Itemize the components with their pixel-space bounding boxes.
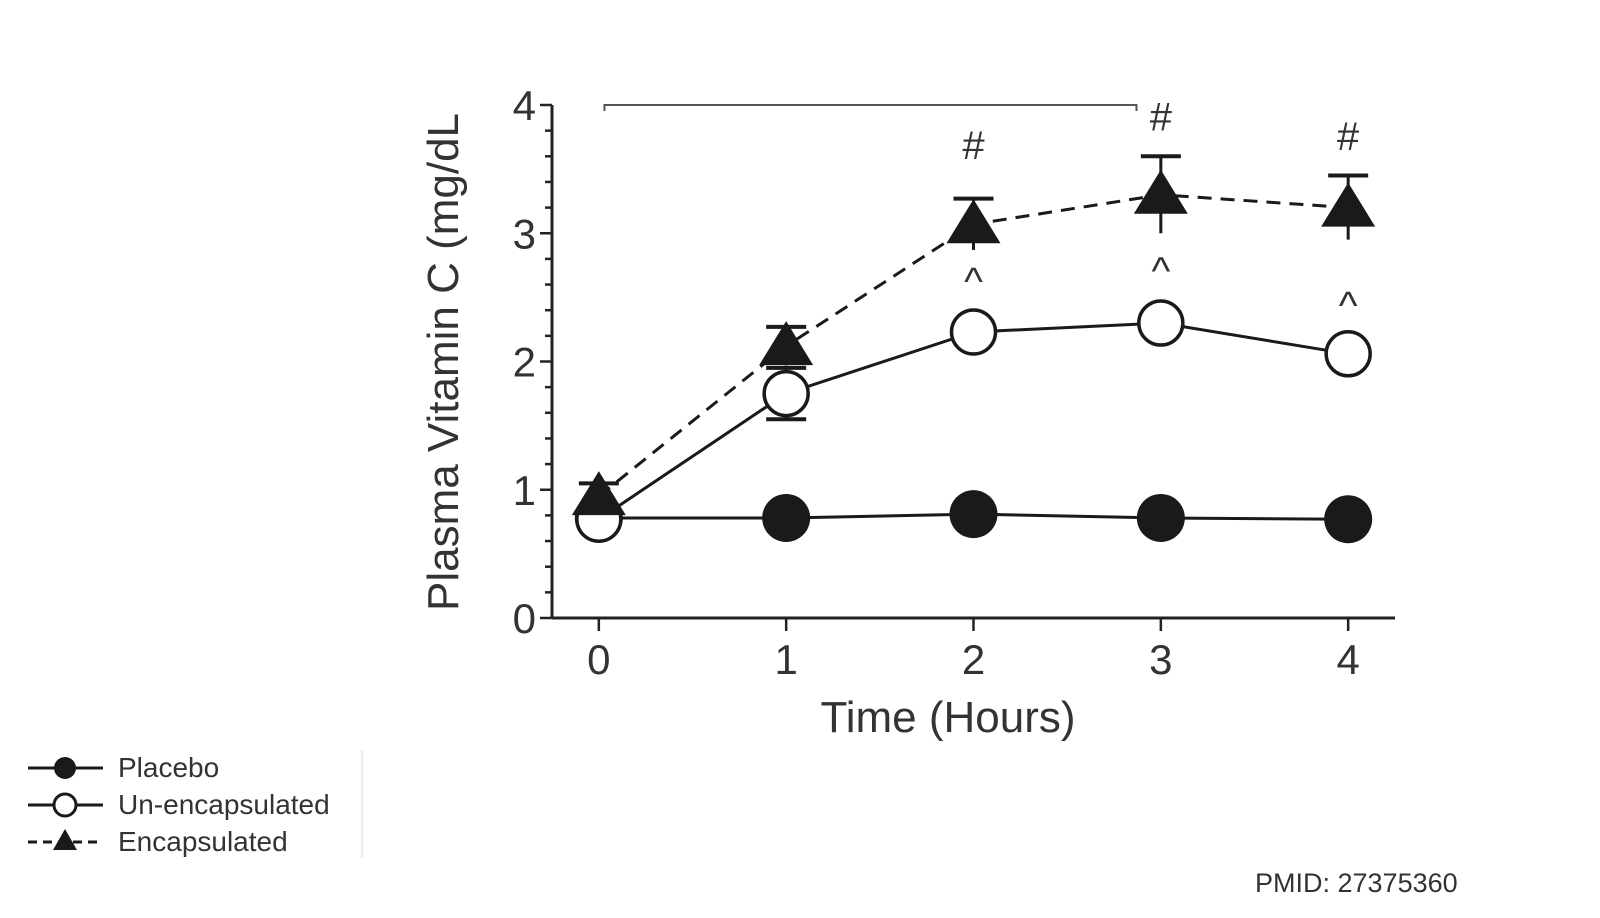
legend-item-un-encapsulated: Un-encapsulated: [28, 789, 330, 820]
significance-hash: #: [1150, 96, 1173, 140]
significance-bracket: [603, 104, 1138, 111]
legend-un-encapsulated-marker: [52, 792, 78, 818]
marker-encapsulated: [759, 321, 814, 366]
y-axis-label: Plasma Vitamin C (mg/dL: [419, 113, 468, 611]
legend-encapsulated-marker: [53, 829, 77, 850]
plot-area: # # # ^ ^ ^: [571, 96, 1376, 544]
significance-caret: ^: [1151, 250, 1170, 294]
legend: Placebo Un-encapsulated Encapsulated: [28, 750, 363, 858]
x-tick-label-0: 0: [587, 636, 610, 683]
marker-placebo: [762, 493, 811, 542]
marker-un-encapsulated: [1137, 299, 1185, 347]
legend-placebo-marker: [54, 757, 76, 779]
x-tick-label-2: 2: [962, 636, 985, 683]
pmid-label: PMID: 27375360: [1255, 868, 1458, 898]
marker-placebo: [1136, 493, 1185, 542]
marker-un-encapsulated: [1324, 330, 1372, 378]
significance-hash: #: [1337, 115, 1360, 159]
y-tick-label-3: 3: [513, 210, 536, 257]
y-tick-label-2: 2: [513, 339, 536, 386]
x-axis-label: Time (Hours): [820, 693, 1075, 742]
x-tick-label-3: 3: [1149, 636, 1172, 683]
legend-label-placebo: Placebo: [118, 752, 219, 783]
legend-item-encapsulated: Encapsulated: [28, 826, 288, 857]
significance-hash: #: [962, 124, 985, 168]
marker-placebo: [949, 490, 998, 539]
legend-item-placebo: Placebo: [28, 752, 219, 783]
legend-label-encapsulated: Encapsulated: [118, 826, 288, 857]
marker-un-encapsulated: [762, 369, 810, 418]
x-tick-label-1: 1: [774, 636, 797, 683]
significance-caret: ^: [1339, 284, 1358, 328]
significance-caret: ^: [964, 260, 983, 304]
marker-encapsulated: [571, 471, 626, 516]
x-tick-label-4: 4: [1336, 636, 1359, 683]
y-tick-label-1: 1: [513, 467, 536, 514]
y-tick-label-0: 0: [513, 595, 536, 642]
y-tick-label-4: 4: [513, 82, 536, 129]
marker-encapsulated: [946, 199, 1001, 244]
axes: 0 1 2 3 4 0 1 2 3 4: [513, 82, 1395, 683]
marker-un-encapsulated: [949, 308, 998, 356]
marker-encapsulated: [1133, 169, 1188, 214]
marker-encapsulated: [1321, 182, 1376, 227]
legend-label-un-encapsulated: Un-encapsulated: [118, 789, 330, 820]
marker-placebo: [1324, 495, 1373, 544]
